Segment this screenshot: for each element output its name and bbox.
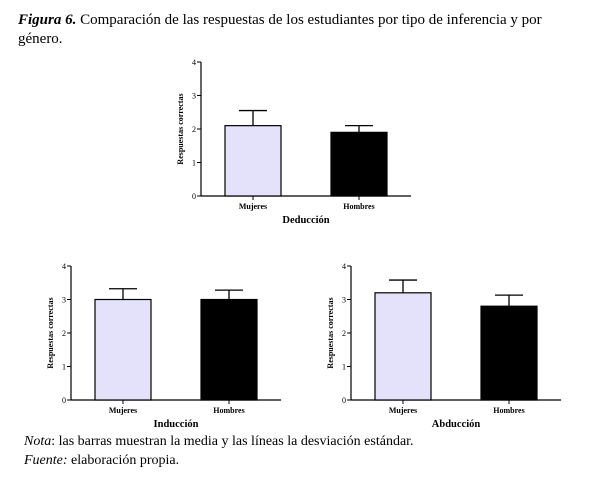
y-tick-label: 2: [342, 329, 346, 338]
figure-caption: Figura 6. Comparación de las respuestas …: [18, 11, 588, 49]
y-tick-label: 0: [342, 396, 346, 405]
y-tick-label: 4: [192, 58, 196, 67]
note-text: : las barras muestran la media y las lín…: [51, 434, 414, 449]
note-line: Nota: las barras muestran la media y las…: [24, 433, 414, 451]
chart-abduccion: Respuestas correctas 0 1 2 3 4 Mujeres Hombres A…: [326, 262, 561, 430]
y-tick-label: 4: [342, 262, 346, 271]
y-tick-label: 3: [62, 296, 66, 305]
y-tick-label: 3: [192, 92, 196, 101]
bar-hombres: [200, 298, 258, 401]
y-tick-label: 4: [62, 262, 66, 271]
source-text: elaboración propia.: [67, 453, 180, 468]
x-tick-label: Mujeres: [389, 406, 417, 415]
bar-mujeres: [374, 292, 432, 401]
x-tick-label: Mujeres: [239, 202, 267, 211]
note-label: Nota: [24, 434, 52, 449]
chart-title: Abducción: [432, 419, 481, 430]
y-axis-label: Respuestas correctas: [176, 93, 185, 164]
x-tick-label: Hombres: [213, 406, 244, 415]
bar-hombres: [480, 305, 538, 401]
bar-mujeres: [224, 125, 282, 197]
chart-title: Inducción: [154, 419, 199, 430]
y-tick-label: 1: [62, 363, 66, 372]
y-tick-label: 0: [192, 192, 196, 201]
bar-mujeres: [94, 298, 152, 401]
source-label: Fuente:: [24, 453, 68, 468]
y-tick-label: 1: [342, 363, 346, 372]
chart-deduccion: Respuestas correctas 0 1 2 3 4 Mujeres Hombres D…: [176, 58, 411, 226]
y-axis-label: Respuestas correctas: [46, 297, 55, 368]
x-tick-label: Hombres: [493, 406, 524, 415]
source-line: Fuente: elaboración propia.: [24, 452, 179, 470]
figure-label: Figura 6.: [18, 12, 77, 28]
y-tick-label: 2: [62, 329, 66, 338]
y-tick-label: 0: [62, 396, 66, 405]
y-tick-label: 2: [192, 125, 196, 134]
chart-induccion: Respuestas correctas 0 1 2 3 4 Mujeres Hombres I…: [46, 262, 281, 430]
chart-title: Deducción: [282, 215, 329, 226]
x-tick-label: Hombres: [343, 202, 374, 211]
y-tick-label: 1: [192, 159, 196, 168]
bar-hombres: [330, 131, 388, 197]
x-tick-label: Mujeres: [109, 406, 137, 415]
y-axis-label: Respuestas correctas: [326, 297, 335, 368]
figure-caption-text: Comparación de las respuestas de los est…: [18, 12, 542, 47]
y-tick-label: 3: [342, 296, 346, 305]
